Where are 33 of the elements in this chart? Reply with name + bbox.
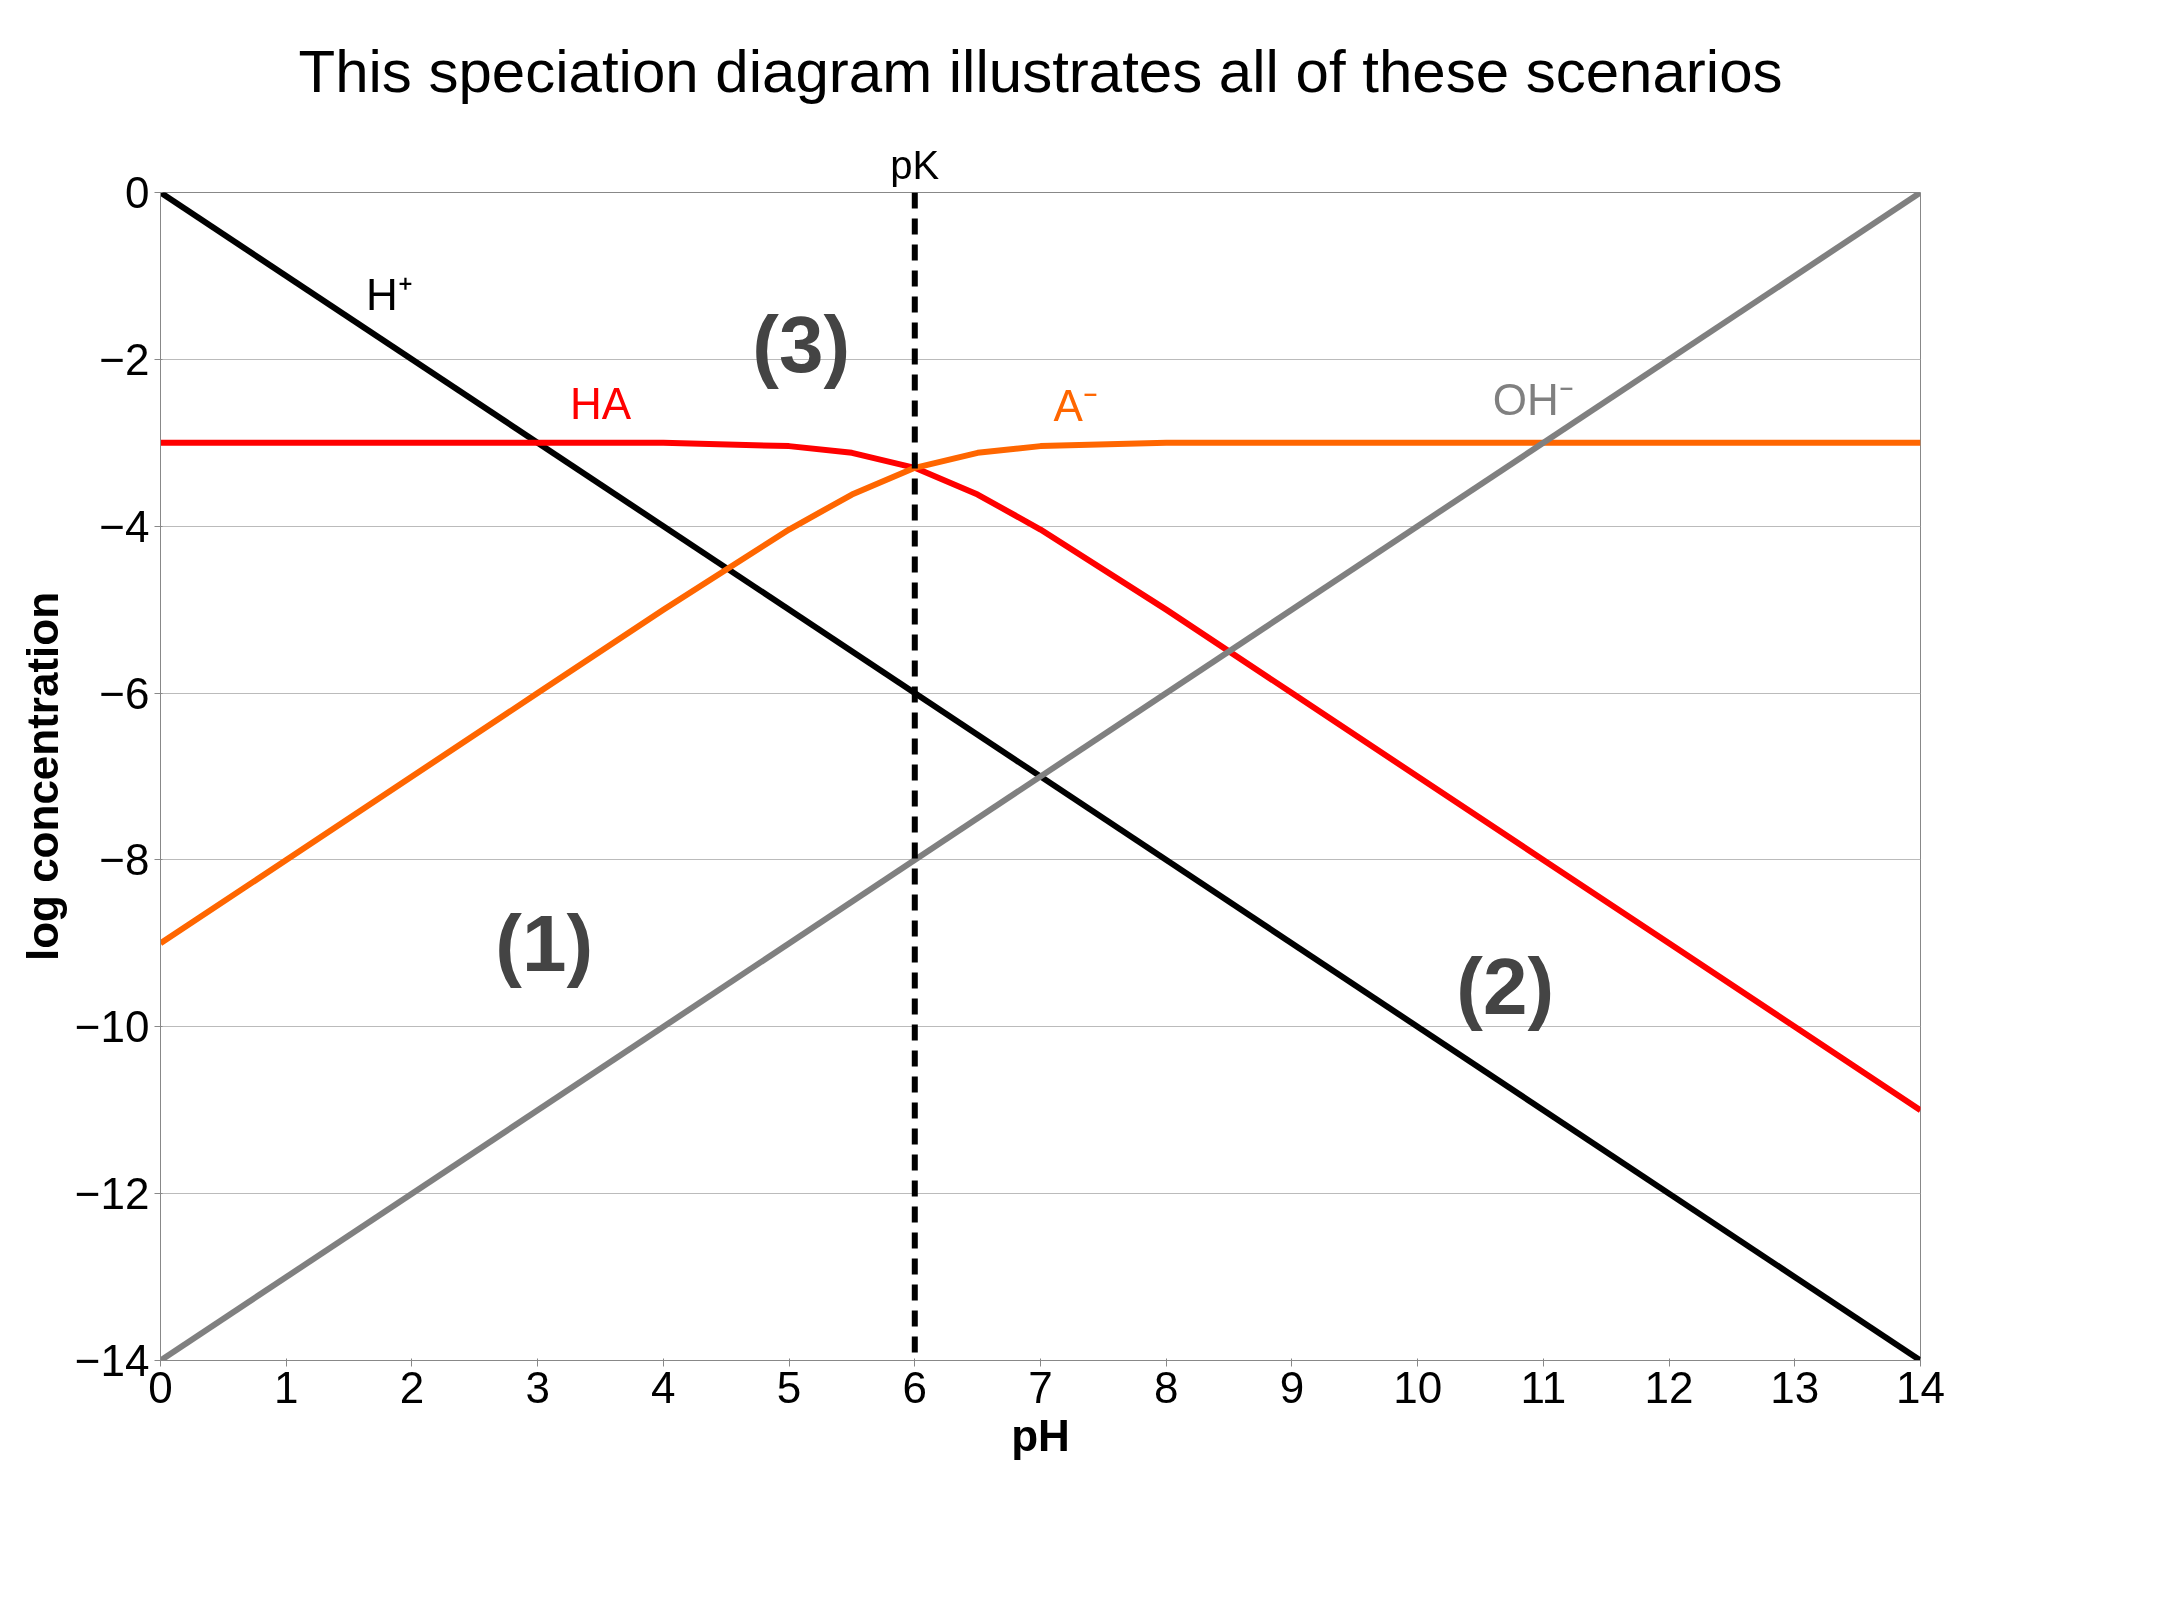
x-tick-label: 7 [1028,1362,1053,1412]
y-tick-label: 0 [125,168,150,217]
series-label: A⁻ [1053,381,1098,431]
series-label: OH⁻ [1492,375,1574,425]
y-axis-title: log concentration [17,591,67,962]
x-tick-label: 1 [273,1362,299,1412]
x-tick-label: 14 [1896,1362,1945,1412]
x-axis-title: pH [1011,1410,1070,1460]
y-tick-label: −10 [74,1002,150,1052]
ref-line-label: pK [890,142,940,187]
x-tick-label: 8 [1153,1362,1179,1412]
x-tick-label: 3 [525,1362,550,1412]
series-label: H⁺ [365,270,413,320]
x-tick-label: 12 [1644,1362,1694,1412]
y-tick-label: −6 [99,668,150,718]
chart-title: This speciation diagram illustrates all of these scenarios [298,37,1783,105]
y-tick-label: −12 [74,1169,150,1219]
y-tick-label: −8 [99,835,150,885]
annotation: (1) [495,899,594,989]
x-tick-label: 2 [399,1362,425,1412]
x-tick-label: 11 [1520,1362,1567,1412]
x-tick-label: 6 [902,1362,928,1412]
x-tick-label: 9 [1279,1362,1305,1412]
y-tick-label: −14 [74,1336,150,1385]
x-tick-label: 5 [776,1362,802,1412]
x-tick-label: 13 [1770,1362,1820,1412]
x-tick-label: 4 [651,1362,676,1412]
annotation: (2) [1456,942,1555,1032]
series-label: HA [569,378,632,428]
y-tick-label: −2 [99,334,150,384]
x-tick-label: 10 [1393,1362,1443,1412]
annotation: (3) [752,299,851,389]
y-tick-label: −4 [99,501,150,551]
